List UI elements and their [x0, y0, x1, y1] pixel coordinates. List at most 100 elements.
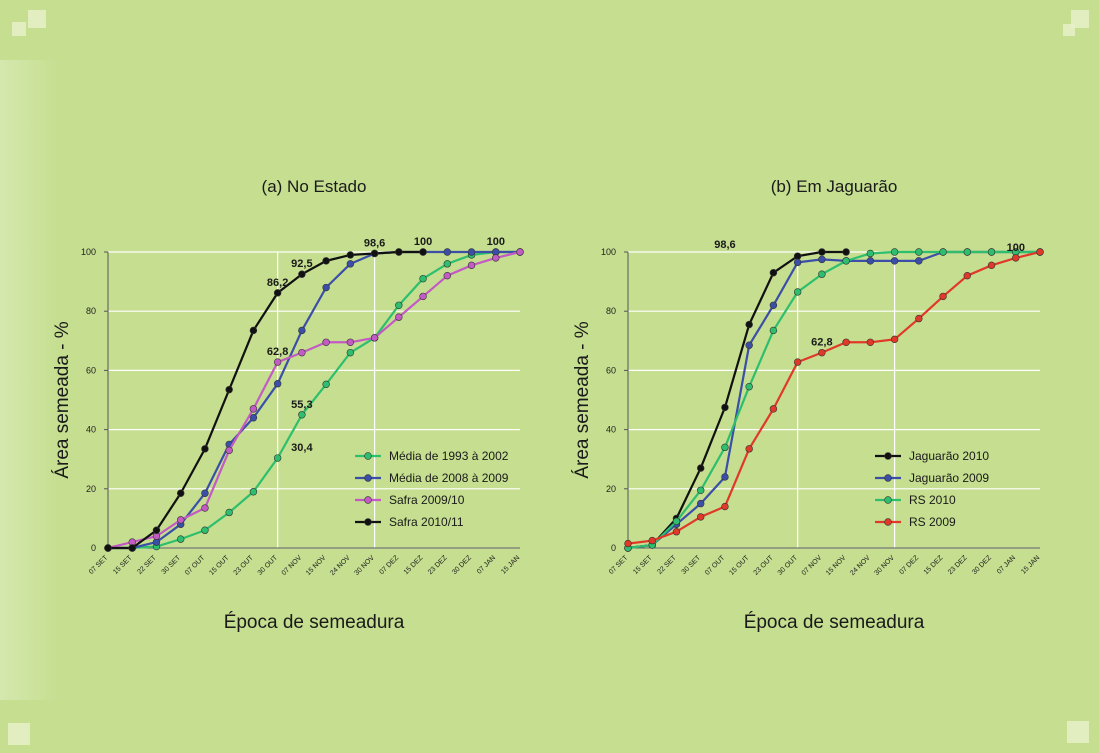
x-tick-label: 30 NOV: [353, 554, 376, 577]
x-tick-label: 23 DEZ: [947, 554, 969, 576]
data-point: [249, 326, 258, 335]
x-tick-label: 07 NOV: [281, 554, 304, 577]
x-tick-label: 15 OUT: [728, 554, 751, 577]
chart-no-estado: (a) No Estado 0 20 40 60 80 100 07 SET 15 SET 22 …: [52, 177, 524, 633]
x-tick-label: 07 DEZ: [899, 554, 921, 576]
data-point: [793, 252, 802, 260]
data-point: [721, 502, 729, 511]
data-point: [370, 249, 379, 258]
legend-label: RS 2009: [909, 515, 956, 529]
data-point: [322, 338, 330, 346]
data-point: [443, 271, 451, 280]
legend-label: Jaguarão 2009: [909, 471, 989, 485]
x-tick-label: 15 DEZ: [403, 554, 425, 576]
data-point: [769, 269, 778, 277]
data-point: [842, 248, 850, 256]
data-point: [152, 526, 161, 534]
data-point: [201, 504, 209, 512]
data-point: [842, 338, 850, 346]
data-point: [346, 348, 355, 357]
legend-swatch-marker: [884, 474, 892, 482]
data-point: [697, 499, 705, 508]
data-point: [346, 338, 355, 346]
data-point: [177, 516, 185, 524]
data-point: [890, 248, 899, 256]
data-point: [177, 535, 185, 543]
x-tick-label: 30 OUT: [257, 554, 280, 577]
legend-label: Média de 2008 à 2009: [389, 471, 509, 485]
data-point: [395, 301, 403, 309]
series-line-1: [108, 250, 520, 550]
data-point: [395, 248, 403, 256]
x-tick-label: 23 OUT: [233, 554, 256, 577]
y-tick-label: 80: [606, 306, 616, 316]
data-annotation: 98,6: [714, 239, 735, 251]
data-point: [273, 454, 282, 462]
corner-decoration: [1067, 721, 1089, 743]
data-point: [672, 528, 681, 536]
data-point: [769, 301, 778, 309]
data-point: [322, 283, 330, 292]
corner-decoration: [12, 22, 26, 36]
y-tick-label: 60: [86, 365, 96, 375]
data-point: [915, 314, 923, 323]
data-point: [395, 313, 403, 321]
data-point: [273, 358, 282, 366]
data-point: [467, 261, 476, 270]
data-point: [249, 488, 258, 496]
data-point: [443, 260, 451, 268]
y-tick-label: 40: [606, 425, 616, 435]
series-line-2: [627, 250, 1040, 550]
data-point: [1036, 248, 1044, 256]
data-point: [104, 544, 112, 552]
data-point: [793, 358, 802, 366]
x-tick-label: 07 SET: [88, 554, 110, 576]
x-axis-label: Época de semeadura: [744, 612, 925, 633]
legend-swatch-marker: [364, 496, 372, 504]
data-point: [128, 544, 136, 552]
y-axis-label: Área semeada - %: [52, 321, 73, 478]
y-tick-label: 0: [611, 543, 616, 553]
data-annotation: 92,5: [291, 258, 312, 270]
data-point: [249, 414, 258, 422]
legend-swatch-marker: [364, 474, 372, 482]
data-point: [225, 385, 233, 394]
y-tick-label: 0: [91, 543, 96, 553]
legend-swatch-marker: [364, 452, 372, 460]
corner-decoration: [1063, 24, 1075, 36]
corner-decoration: [1071, 10, 1089, 28]
legend-label: RS 2010: [909, 493, 956, 507]
data-point: [201, 445, 209, 453]
x-tick-label: 23 DEZ: [427, 554, 449, 576]
x-tick-label: 07 OUT: [184, 554, 207, 577]
data-point: [492, 254, 500, 262]
y-axis-label: Área semeada - %: [572, 321, 593, 478]
data-point: [818, 348, 826, 357]
series-line-0: [627, 250, 847, 550]
data-point: [697, 464, 705, 472]
x-tick-label: 07 OUT: [704, 554, 727, 577]
corner-decoration: [8, 723, 30, 745]
data-point: [745, 382, 753, 391]
x-tick-label: 07 NOV: [801, 554, 824, 577]
data-point: [201, 489, 209, 497]
series-line-3: [108, 250, 424, 550]
data-point: [915, 257, 923, 265]
legend-label: Jaguarão 2010: [909, 449, 989, 463]
data-point: [939, 292, 947, 301]
legend-swatch-marker: [884, 518, 892, 526]
x-tick-label: 15 DEZ: [923, 554, 945, 576]
data-point: [745, 445, 753, 453]
x-tick-label: 15 OUT: [208, 554, 231, 577]
data-point: [419, 292, 427, 301]
data-point: [177, 489, 185, 497]
y-tick-label: 20: [86, 484, 96, 494]
data-point: [866, 257, 875, 265]
data-point: [793, 258, 802, 267]
x-tick-label: 24 NOV: [329, 554, 352, 577]
data-point: [963, 271, 971, 280]
data-point: [419, 248, 427, 256]
data-point: [298, 348, 306, 357]
x-tick-label: 07 JAN: [996, 554, 1017, 575]
